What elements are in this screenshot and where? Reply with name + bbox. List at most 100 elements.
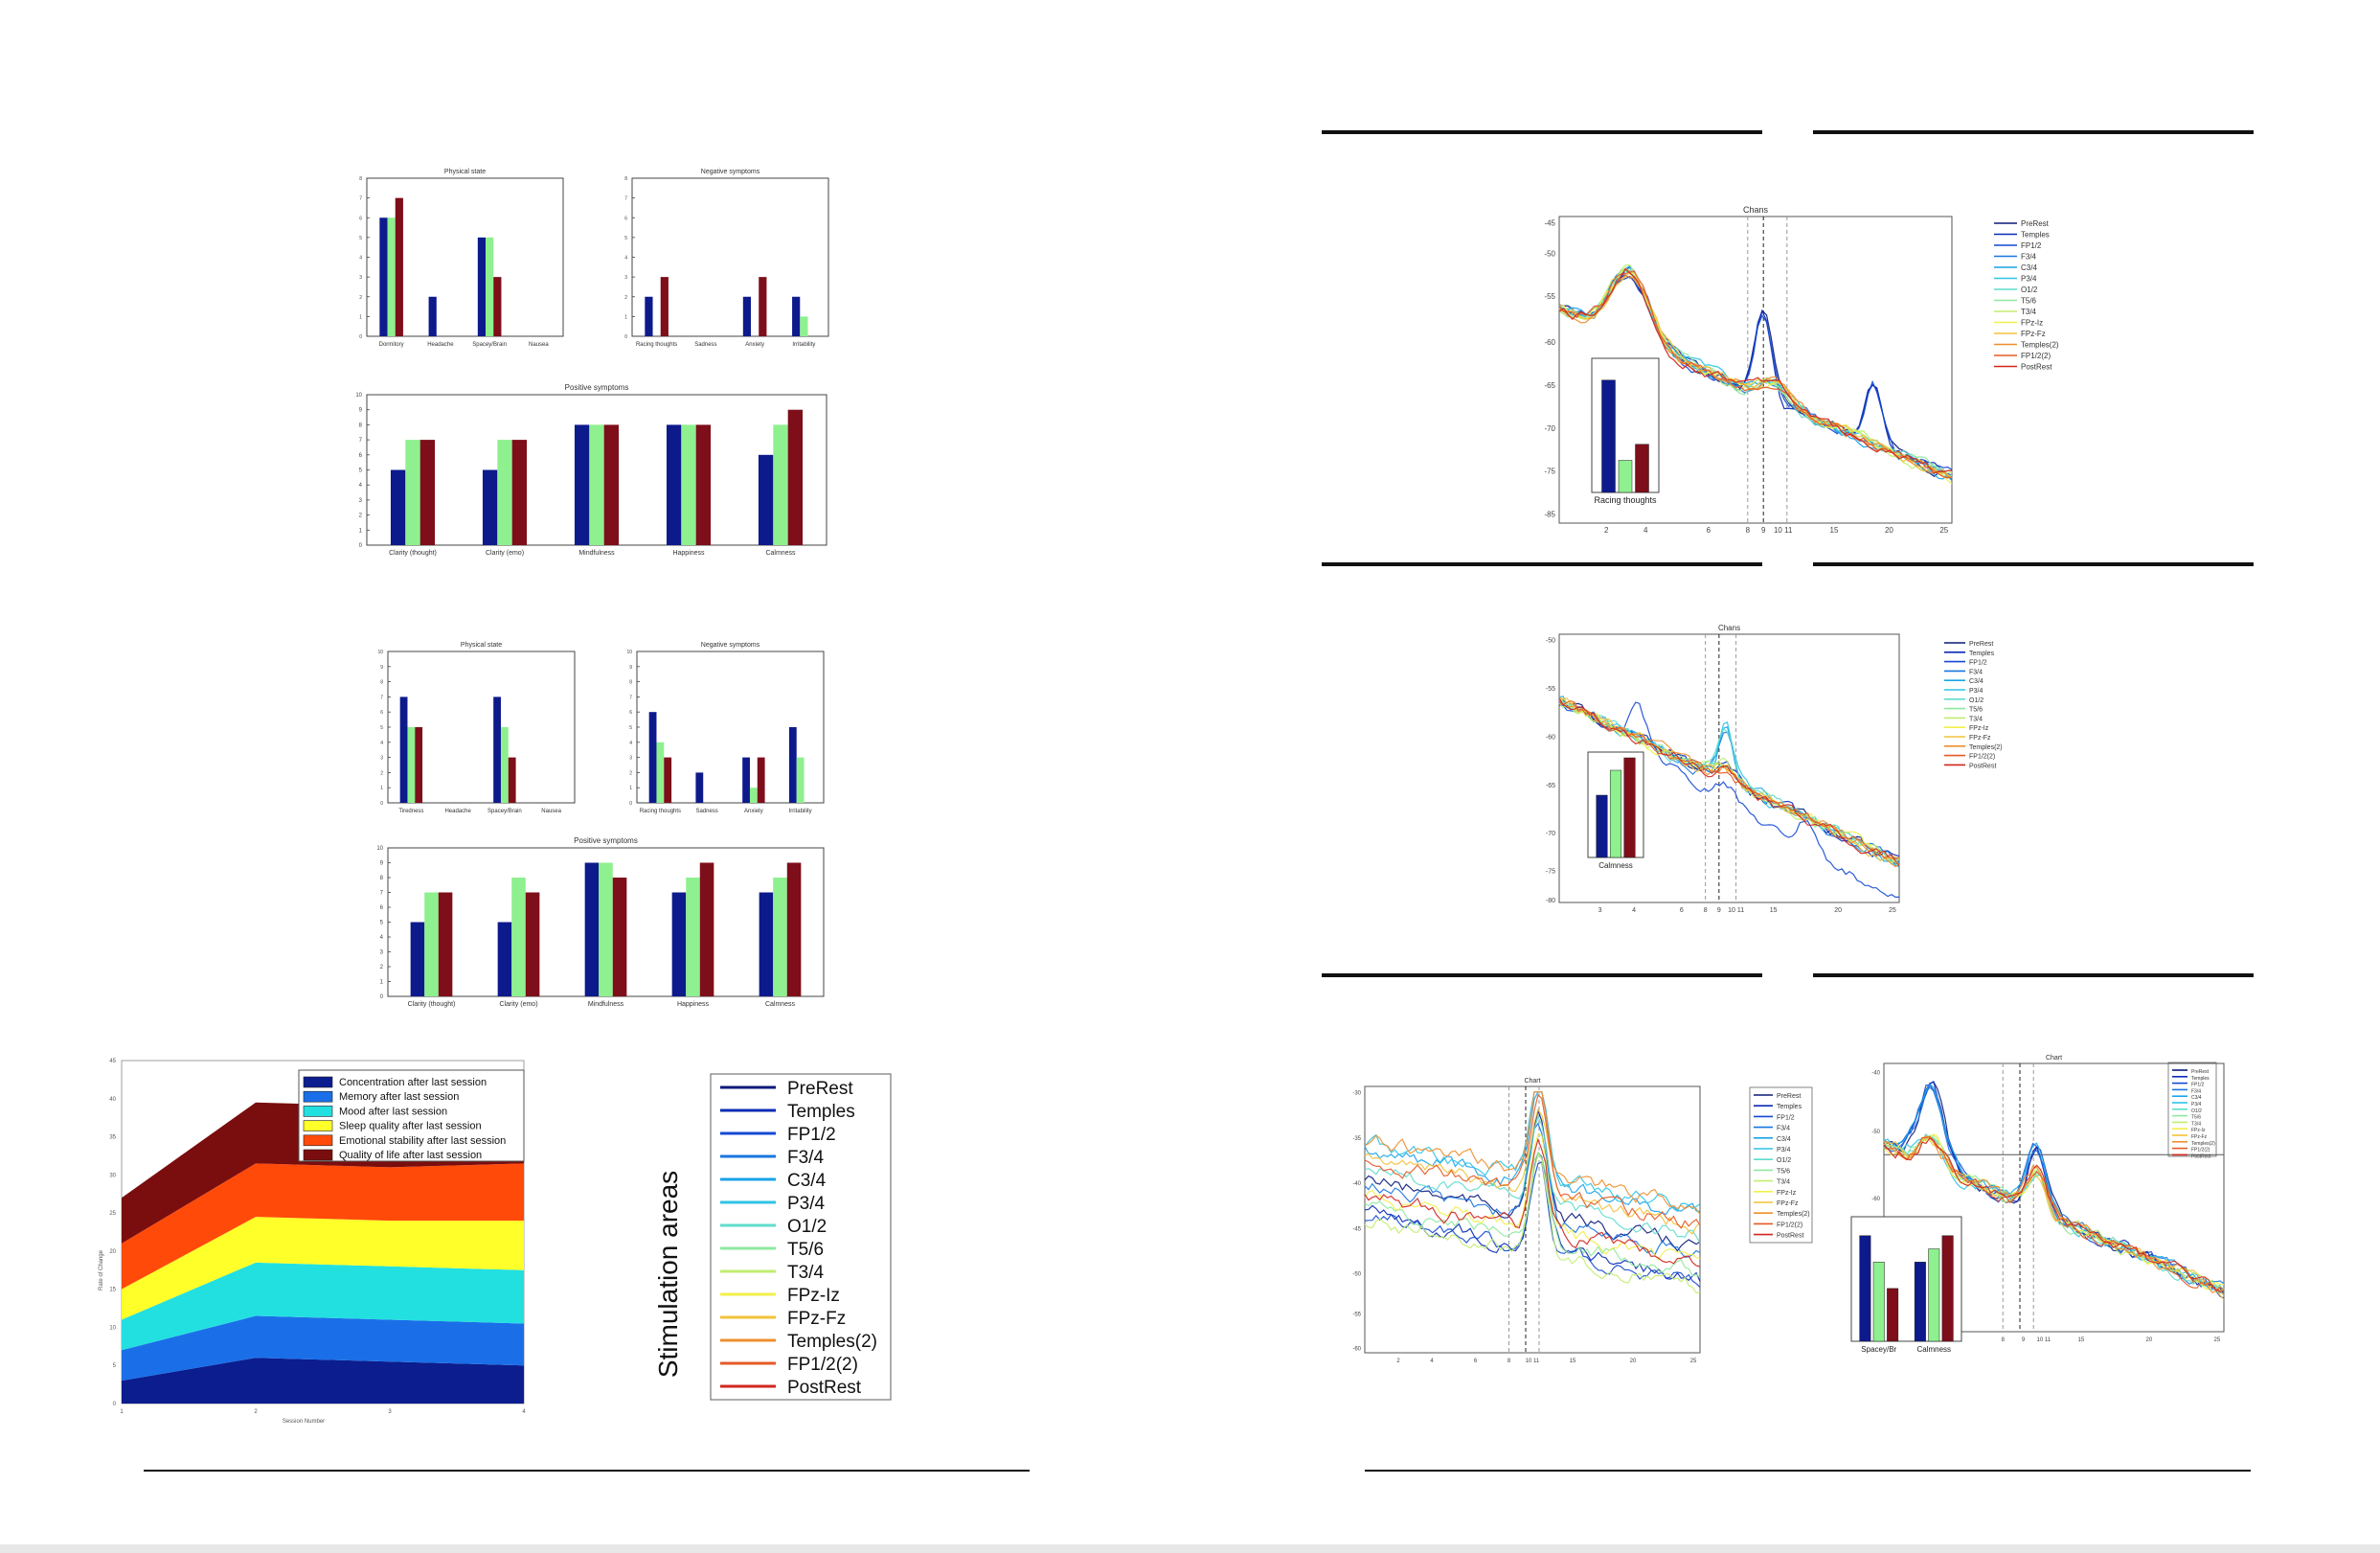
rule bbox=[1813, 562, 2254, 566]
chart-title: Chart bbox=[2046, 1055, 2062, 1062]
y-tick-label: 6 bbox=[359, 453, 363, 459]
y-tick-label: -55 bbox=[1544, 292, 1555, 301]
bottom-band bbox=[0, 1544, 2380, 1553]
x-tick-label: 8 bbox=[2002, 1337, 2006, 1343]
legend-label: FP1/2 bbox=[1777, 1114, 1795, 1121]
y-tick-label: 8 bbox=[380, 876, 384, 881]
x-tick-label: 3 bbox=[1598, 907, 1602, 914]
legend-label: Temples(2) bbox=[1777, 1211, 1810, 1218]
legend-label: Temples(2) bbox=[1969, 744, 2003, 751]
x-axis-label: Session Number bbox=[283, 1419, 325, 1425]
legend-label: PreRest bbox=[1777, 1093, 1801, 1100]
y-tick-label: 20 bbox=[109, 1249, 116, 1255]
y-tick-label: 2 bbox=[380, 770, 383, 776]
x-tick-label: Happiness bbox=[672, 550, 705, 557]
bar bbox=[390, 469, 406, 545]
legend-label: FPz-Fz bbox=[1969, 735, 1991, 742]
x-tick-label: Sadness bbox=[694, 342, 716, 348]
x-tick-label: Racing thoughts bbox=[636, 342, 677, 348]
x-tick-label: 4 bbox=[522, 1409, 526, 1415]
chart-title: Physical state bbox=[461, 642, 502, 649]
x-tick-label: 2 bbox=[1604, 526, 1609, 535]
x-tick-label: 15 bbox=[1770, 907, 1778, 914]
y-tick-label: -55 bbox=[1546, 686, 1555, 693]
area-band bbox=[122, 1262, 524, 1351]
legend-label: PreRest bbox=[2021, 219, 2050, 228]
inset-bar bbox=[1623, 757, 1636, 858]
bar bbox=[428, 296, 437, 336]
legend-swatch bbox=[303, 1090, 333, 1103]
bar bbox=[660, 277, 669, 336]
bar bbox=[415, 727, 423, 803]
rule bbox=[1322, 562, 1762, 566]
y-tick-label: -60 bbox=[1546, 734, 1555, 741]
y-tick-label: 4 bbox=[629, 741, 632, 746]
section-rules bbox=[0, 130, 2380, 1553]
y-tick-label: -85 bbox=[1544, 510, 1555, 518]
y-tick-label: -50 bbox=[1352, 1272, 1361, 1278]
y-tick-label: -50 bbox=[1871, 1130, 1880, 1135]
legend-label: F3/4 bbox=[2021, 253, 2037, 262]
x-tick-label: 3 bbox=[388, 1409, 392, 1415]
x-tick-label: 20 bbox=[1834, 907, 1842, 914]
y-tick-label: 1 bbox=[359, 314, 362, 320]
bar bbox=[511, 440, 528, 545]
x-tick-label: Anxiety bbox=[744, 809, 763, 814]
y-tick-label: -75 bbox=[1544, 468, 1555, 476]
chart-title: Chans bbox=[1718, 624, 1740, 632]
bar bbox=[695, 772, 704, 803]
y-tick-label: 0 bbox=[359, 334, 362, 340]
y-tick-label: -50 bbox=[1546, 638, 1555, 645]
legend-label: FP1/2(2) bbox=[1969, 754, 1995, 761]
legend-label: O1/2 bbox=[1777, 1157, 1791, 1164]
y-tick-label: 7 bbox=[629, 695, 632, 700]
inset-bar bbox=[1928, 1248, 1940, 1342]
x-tick-label: Headache bbox=[427, 342, 454, 348]
series-line bbox=[1558, 270, 1953, 479]
y-tick-label: 4 bbox=[359, 483, 363, 489]
x-tick-label: Nausea bbox=[541, 809, 561, 814]
x-tick-label: Headache bbox=[444, 809, 471, 814]
x-tick-label: 9 bbox=[1761, 526, 1766, 535]
y-tick-label: 1 bbox=[629, 786, 632, 791]
bar bbox=[399, 697, 408, 803]
bar bbox=[574, 424, 590, 545]
y-tick-label: 4 bbox=[380, 741, 383, 746]
y-tick-label: 3 bbox=[380, 950, 384, 956]
rule bbox=[1813, 130, 2254, 134]
inset-bar bbox=[1887, 1288, 1899, 1342]
y-tick-label: 7 bbox=[359, 196, 362, 202]
series-line bbox=[1364, 1091, 1701, 1215]
legend-label: FP1/2 bbox=[1969, 660, 1987, 667]
legend-label: T5/6 bbox=[787, 1240, 824, 1260]
y-tick-label: -65 bbox=[1544, 381, 1555, 390]
legend-label: FP1/2 bbox=[787, 1125, 836, 1145]
rule bbox=[1365, 1470, 2251, 1472]
y-tick-label: 9 bbox=[380, 861, 384, 867]
bar bbox=[787, 409, 804, 545]
area-band bbox=[122, 1163, 524, 1290]
bar bbox=[395, 197, 403, 336]
legend-label: FPz-Iz bbox=[1969, 725, 1989, 732]
y-tick-label: 0 bbox=[359, 543, 363, 549]
x-tick-label: 20 bbox=[2146, 1337, 2153, 1343]
y-tick-label: 8 bbox=[380, 680, 383, 686]
y-tick-label: 7 bbox=[624, 196, 627, 202]
y-tick-label: 8 bbox=[629, 680, 632, 686]
series-line bbox=[1364, 1093, 1701, 1229]
legend-label: O1/2 bbox=[2191, 1108, 2202, 1114]
legend-box bbox=[1749, 1086, 1813, 1244]
x-tick-label: Spacey/Brain bbox=[472, 342, 507, 348]
bar bbox=[438, 892, 453, 996]
legend-label: T3/4 bbox=[2191, 1121, 2201, 1127]
y-tick-label: 7 bbox=[380, 695, 383, 700]
legend-label: P3/4 bbox=[1777, 1147, 1791, 1153]
x-tick-label: Sadness bbox=[695, 809, 717, 814]
legend-label: PostRest bbox=[1969, 763, 1996, 769]
chans-line-chart-1: Chans 2 4 6 8 9 10 11 15 20 25 -45 -50 -55 -60 -65 -70 -… bbox=[1544, 205, 2058, 535]
x-tick-label: 4 bbox=[1430, 1359, 1434, 1364]
series-line bbox=[1558, 697, 1900, 866]
inset-bar bbox=[1596, 794, 1608, 858]
